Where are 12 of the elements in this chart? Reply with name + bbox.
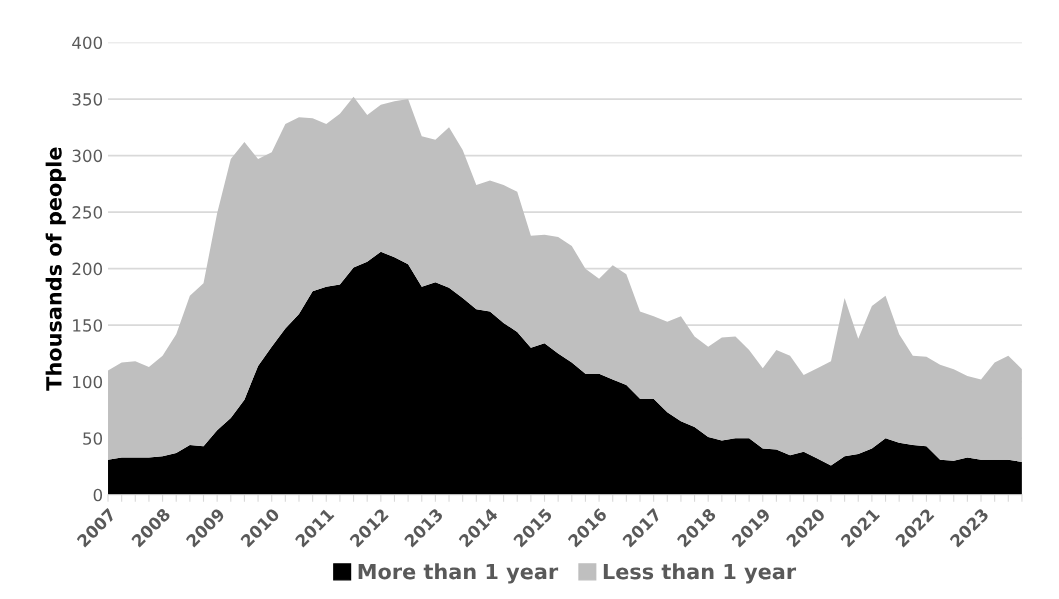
y-tick-label: 100 <box>73 375 103 389</box>
legend-label: More than 1 year <box>358 563 559 584</box>
y-tick-label: 200 <box>72 262 103 276</box>
y-tick-label: 0 <box>93 488 103 502</box>
y-tick-label: 50 <box>83 432 103 445</box>
y-tick-label: 400 <box>72 36 103 50</box>
y-axis-title: Thousands of people <box>45 147 66 391</box>
y-tick-label: 150 <box>73 319 103 332</box>
y-tick-label: 250 <box>72 206 103 219</box>
legend-label: Less than 1 year <box>603 563 797 584</box>
y-tick-label: 350 <box>72 93 103 106</box>
y-tick-label: 300 <box>72 149 103 163</box>
